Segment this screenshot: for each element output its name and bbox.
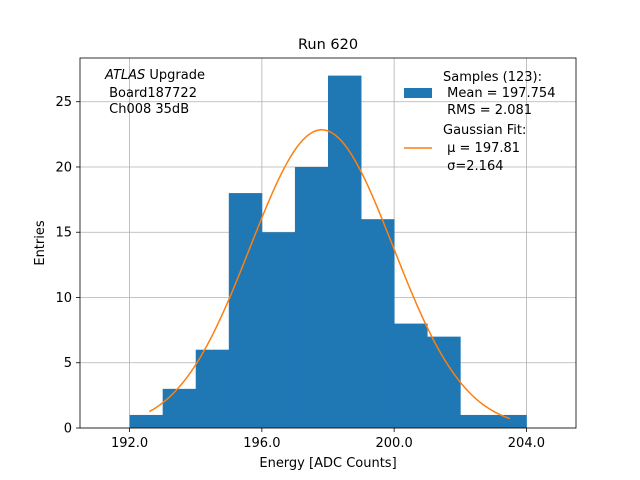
y-tick-label: 5 (64, 356, 72, 371)
legend-samples-line-2: Mean = 197.754 (443, 86, 555, 101)
y-tick-label: 20 (55, 160, 72, 175)
legend-fit-line-1: Gaussian Fit: (443, 123, 526, 138)
legend-fit-line-2: μ = 197.81 (443, 141, 520, 156)
annotation-upgrade: Upgrade (145, 68, 205, 83)
x-axis-label: Energy [ADC Counts] (259, 456, 396, 471)
histogram-bar (195, 349, 230, 428)
x-tick-label: 196.0 (243, 436, 280, 451)
annotation-atlas: ATLAS (104, 68, 145, 83)
annotation-line-1: ATLAS Upgrade (104, 68, 205, 83)
histogram-bar (493, 414, 527, 428)
histogram-bar (129, 414, 164, 428)
x-tick-label: 192.0 (111, 436, 148, 451)
legend-samples-line-1: Samples (123): (443, 70, 542, 85)
chart-title: Run 620 (298, 37, 358, 53)
histogram-bar (162, 388, 197, 428)
y-tick-label: 0 (64, 422, 72, 437)
histogram-bar (394, 323, 428, 428)
legend-samples-swatch (404, 88, 432, 98)
x-tick-label: 204.0 (508, 436, 545, 451)
plot-frame (79, 57, 577, 429)
y-axis-ticks: 0 5 10 15 20 25 (55, 95, 80, 437)
y-tick-label: 10 (55, 291, 72, 306)
histogram-bar (294, 166, 329, 429)
histogram-bar (427, 336, 461, 428)
legend-fit-line-3: σ=2.164 (443, 159, 503, 174)
annotation-text: ATLAS Upgrade Board187722 Ch008 35dB (104, 68, 205, 117)
histogram-bar (261, 232, 296, 428)
y-tick-label: 25 (55, 95, 72, 110)
histogram-bar (460, 414, 494, 428)
y-tick-label: 15 (55, 226, 72, 241)
annotation-line-2: Board187722 (105, 86, 197, 101)
x-axis-ticks: 192.0 196.0 200.0 204.0 (111, 428, 545, 451)
legend-samples-line-3: RMS = 2.081 (443, 103, 532, 118)
gaussian-fit-curve (149, 129, 511, 420)
histogram-bar (361, 219, 395, 428)
y-axis-label: Entries (33, 220, 48, 266)
legend: Samples (123): Mean = 197.754 RMS = 2.08… (404, 70, 555, 174)
x-tick-label: 200.0 (376, 436, 413, 451)
annotation-line-3: Ch008 35dB (105, 102, 189, 117)
histogram-bar (328, 75, 362, 428)
